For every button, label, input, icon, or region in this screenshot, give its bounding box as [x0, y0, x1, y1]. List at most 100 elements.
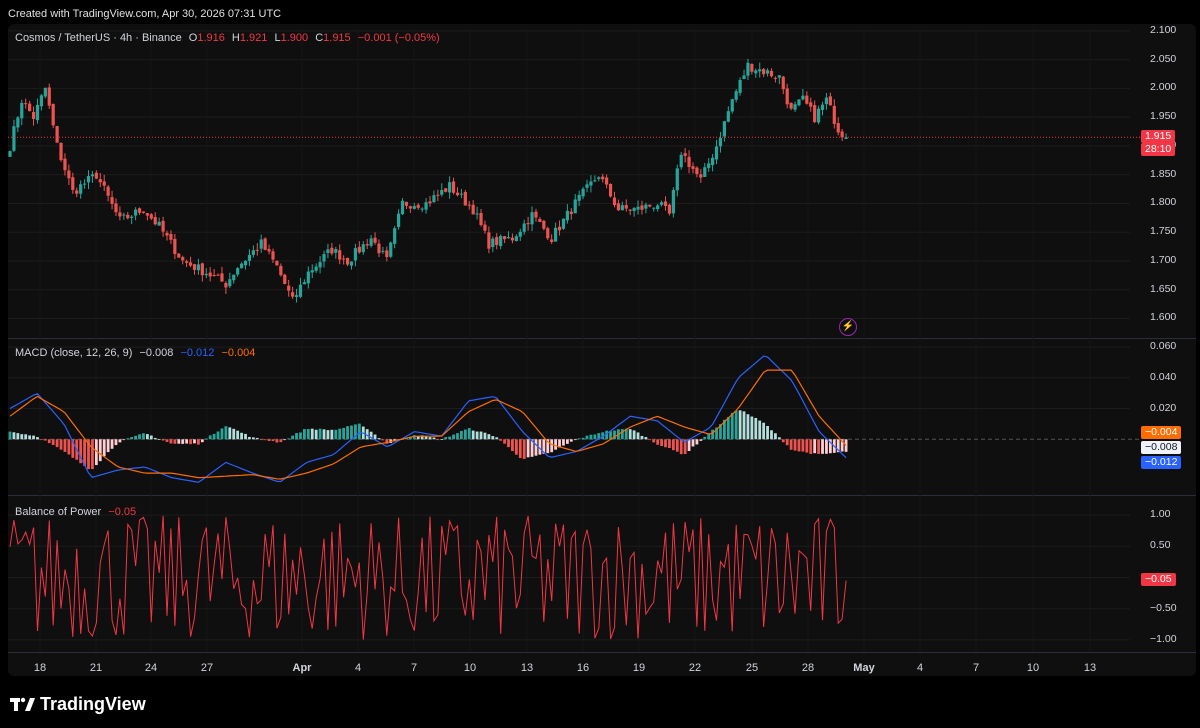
macd-histogram-bar — [420, 435, 424, 440]
candle-body — [522, 223, 526, 232]
candle-body — [530, 212, 534, 225]
candle-body — [12, 126, 16, 151]
macd-histogram-bar — [381, 439, 385, 441]
candle-body — [51, 103, 55, 126]
candle-body — [389, 242, 393, 257]
macd-histogram-bar — [518, 439, 522, 459]
signal-tag: −0.012 — [1141, 456, 1182, 469]
candle-body — [589, 181, 593, 186]
candle-body — [663, 201, 668, 207]
bop-legend: Balance of Power −0.05 — [15, 506, 140, 518]
candle-body — [781, 76, 785, 90]
macd-histogram-bar — [346, 426, 349, 440]
candle-body — [805, 95, 809, 104]
candle-body — [656, 205, 660, 210]
candle-body — [820, 104, 825, 110]
lightning-icon[interactable]: ⚡ — [839, 318, 857, 336]
candle-body — [707, 163, 711, 168]
macd-histogram-bar — [648, 439, 652, 441]
macd-histogram-bar — [605, 430, 609, 440]
candle-body — [228, 279, 232, 287]
candle-body — [738, 79, 742, 93]
bop-value: −0.05 — [108, 506, 137, 518]
macd-histogram-bar — [585, 435, 589, 440]
candle-body — [357, 246, 361, 253]
macd-histogram-bar — [55, 439, 59, 448]
macd-histogram-bar — [722, 419, 726, 440]
macd-histogram-bar — [181, 439, 185, 444]
macd-histogram-bar — [628, 429, 632, 440]
macd-histogram-bar — [511, 439, 514, 452]
macd-histogram-bar — [251, 437, 255, 440]
time-tick-label: 25 — [745, 662, 759, 674]
macd-histogram-bar — [797, 439, 801, 452]
candle-body — [550, 239, 554, 242]
macd-histogram-bar — [695, 439, 699, 445]
macd-histogram-bar — [656, 439, 660, 445]
candle-body — [797, 99, 801, 106]
last-price-tag: 1.915 — [1141, 130, 1176, 143]
macd-histogram-bar — [781, 439, 785, 443]
candle-body — [79, 184, 83, 194]
price-tick-label: 2.100 — [1150, 23, 1177, 36]
macd-histogram-bar — [295, 433, 298, 440]
candle-body — [47, 87, 51, 106]
bop-line — [9, 515, 847, 640]
candle-body — [345, 257, 350, 265]
candle-body — [400, 200, 405, 215]
candle-body — [102, 181, 106, 186]
candle-body — [718, 137, 723, 147]
macd-histogram-bar — [302, 429, 306, 440]
candle-body — [687, 156, 691, 167]
candle-body — [338, 250, 342, 260]
candle-body — [769, 70, 774, 77]
candle-body — [801, 95, 805, 100]
macd-histogram-bar — [711, 429, 715, 440]
candle-body — [754, 70, 758, 74]
candle-body — [349, 261, 354, 266]
time-tick-label: 18 — [33, 662, 47, 674]
candle-body — [683, 153, 687, 156]
candle-body — [554, 227, 558, 242]
bop-title[interactable]: Balance of Power — [15, 506, 102, 518]
candle-body — [526, 223, 530, 225]
symbol-title[interactable]: Cosmos / TetherUS · 4h · Binance — [15, 32, 182, 44]
candle-body — [765, 70, 770, 74]
macd-histogram-bar — [774, 433, 777, 440]
candle-body — [149, 214, 153, 219]
macd-histogram-bar — [766, 425, 769, 440]
macd-histogram-bar — [122, 439, 126, 441]
macd-histogram-bar — [671, 439, 675, 451]
macd-histogram-bar — [793, 439, 797, 451]
candle-body — [475, 213, 479, 215]
macd-histogram-bar — [683, 439, 687, 455]
macd-histogram-bar — [43, 439, 47, 441]
macd-histogram-bar — [314, 429, 318, 440]
macd-histogram-bar — [185, 439, 189, 444]
macd-histogram-bar — [777, 437, 781, 440]
macd-histogram-bar — [357, 423, 361, 440]
macd-title[interactable]: MACD (close, 12, 26, 9) — [15, 347, 133, 359]
top-bar: Created with TradingView.com, Apr 30, 20… — [0, 0, 1200, 28]
candle-body — [310, 270, 314, 273]
macd-histogram-bar — [149, 435, 153, 440]
macd-histogram-bar — [204, 438, 208, 440]
time-tick-label: 4 — [354, 662, 362, 674]
candle-body — [247, 254, 252, 261]
candle-body — [518, 231, 522, 237]
candle-body — [302, 282, 306, 285]
macd-histogram-bar — [338, 428, 342, 440]
macd-histogram-bar — [546, 439, 550, 454]
candle-body — [840, 131, 844, 138]
time-tick-label: May — [853, 662, 875, 674]
candle-body — [844, 137, 848, 140]
candle-body — [534, 211, 538, 218]
candle-body — [181, 257, 185, 261]
candle-body — [483, 224, 487, 231]
time-tick-label: 13 — [520, 662, 534, 674]
macd-histogram-bar — [236, 430, 240, 440]
macd-histogram-bar — [644, 437, 648, 440]
macd-histogram-bar — [177, 439, 181, 444]
high-label: H — [231, 32, 240, 44]
